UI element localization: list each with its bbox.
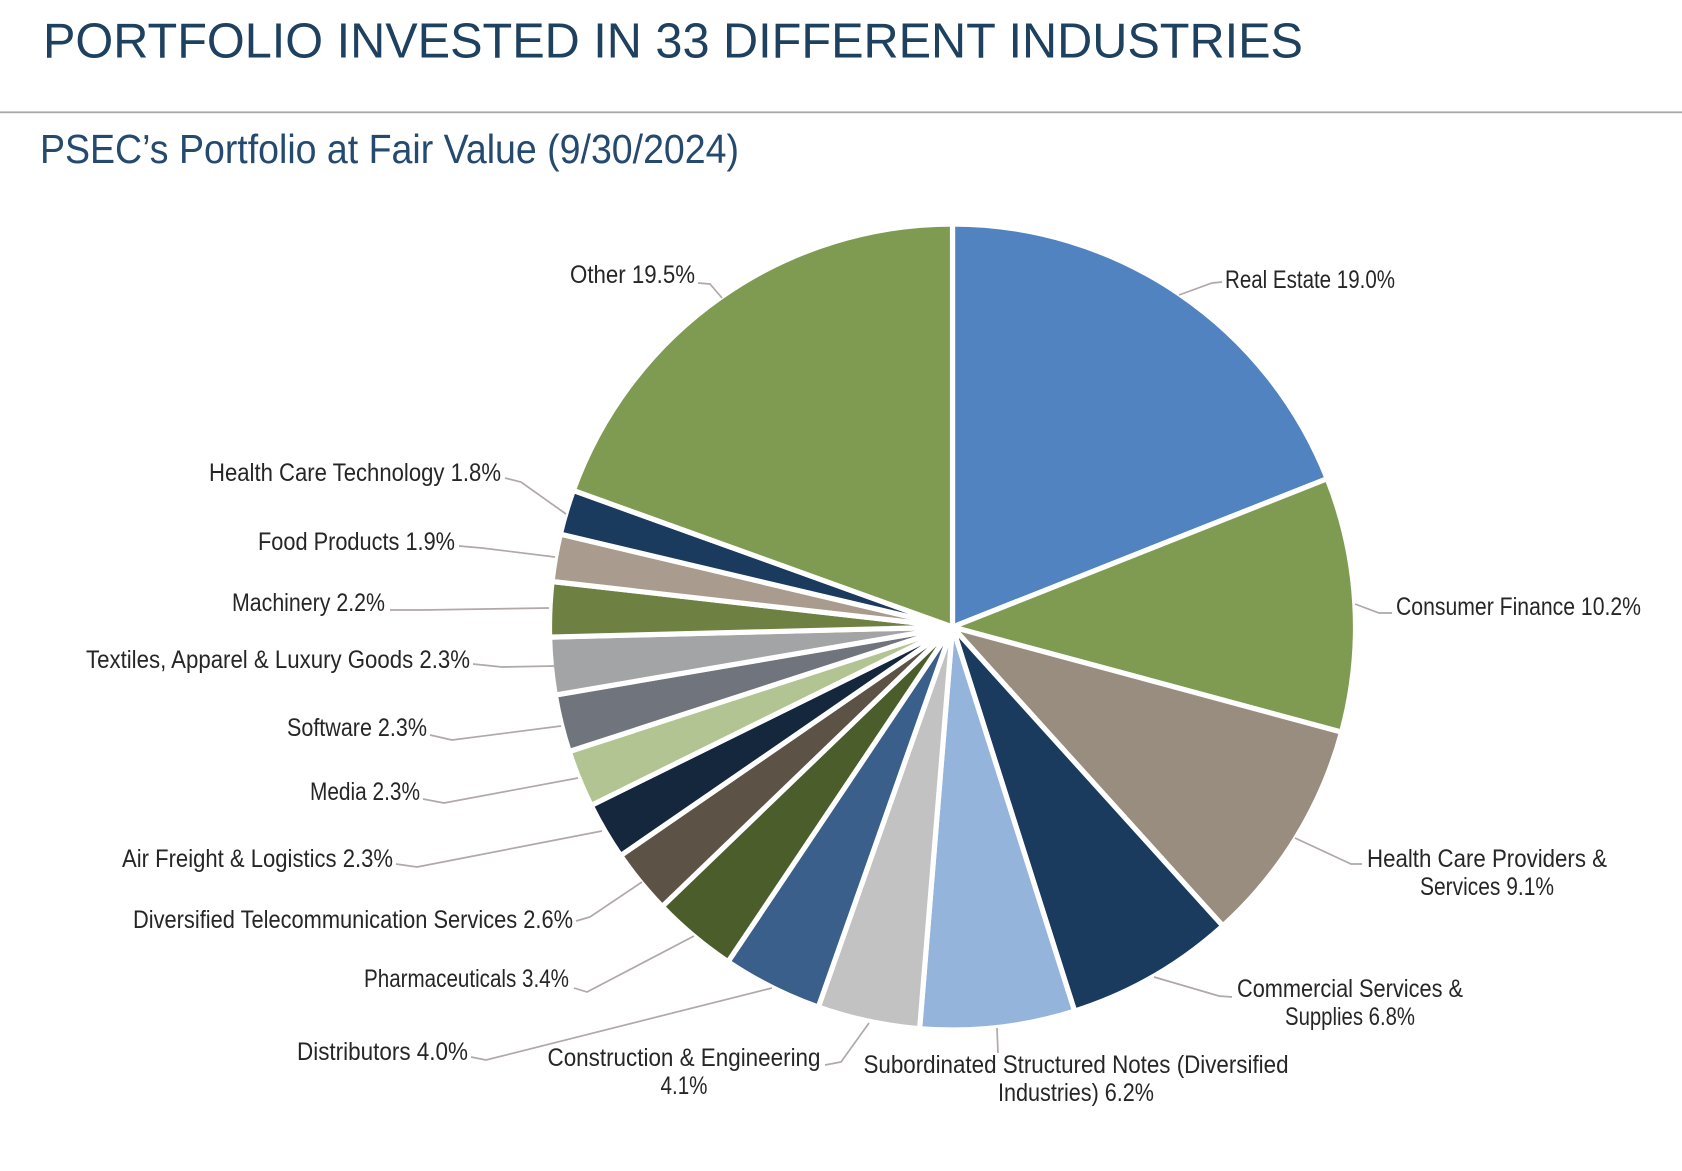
svg-text:Subordinated Structured Notes: Subordinated Structured Notes (Diversifi… [864, 1051, 1289, 1079]
svg-text:Media 2.3%: Media 2.3% [310, 778, 420, 806]
svg-text:Distributors 4.0%: Distributors 4.0% [297, 1038, 468, 1066]
svg-text:Real Estate 19.0%: Real Estate 19.0% [1225, 266, 1395, 294]
svg-text:PSEC’s Portfolio at Fair Value: PSEC’s Portfolio at Fair Value (9/30/202… [40, 126, 739, 172]
svg-text:Construction & Engineering: Construction & Engineering [548, 1044, 821, 1072]
svg-text:Industries) 6.2%: Industries) 6.2% [998, 1079, 1154, 1107]
svg-text:Services 9.1%: Services 9.1% [1420, 873, 1554, 901]
svg-text:Pharmaceuticals 3.4%: Pharmaceuticals 3.4% [364, 965, 569, 993]
svg-text:PORTFOLIO INVESTED IN 33 DIFFE: PORTFOLIO INVESTED IN 33 DIFFERENT INDUS… [43, 14, 1303, 69]
svg-text:Textiles, Apparel & Luxury Goo: Textiles, Apparel & Luxury Goods 2.3% [86, 646, 470, 674]
svg-text:Supplies 6.8%: Supplies 6.8% [1285, 1003, 1415, 1031]
svg-text:Commercial Services &: Commercial Services & [1237, 975, 1463, 1003]
svg-text:4.1%: 4.1% [661, 1072, 708, 1100]
svg-text:Software 2.3%: Software 2.3% [287, 714, 427, 742]
svg-text:Health Care Technology 1.8%: Health Care Technology 1.8% [209, 459, 501, 487]
svg-text:Other 19.5%: Other 19.5% [570, 261, 695, 289]
svg-text:Machinery 2.2%: Machinery 2.2% [232, 589, 385, 617]
svg-text:Consumer Finance 10.2%: Consumer Finance 10.2% [1396, 593, 1641, 621]
svg-text:Food Products 1.9%: Food Products 1.9% [258, 528, 455, 556]
svg-text:Air Freight & Logistics 2.3%: Air Freight & Logistics 2.3% [122, 845, 393, 873]
svg-text:Health Care Providers &: Health Care Providers & [1367, 845, 1607, 873]
svg-text:Diversified Telecommunication: Diversified Telecommunication Services 2… [133, 906, 573, 934]
